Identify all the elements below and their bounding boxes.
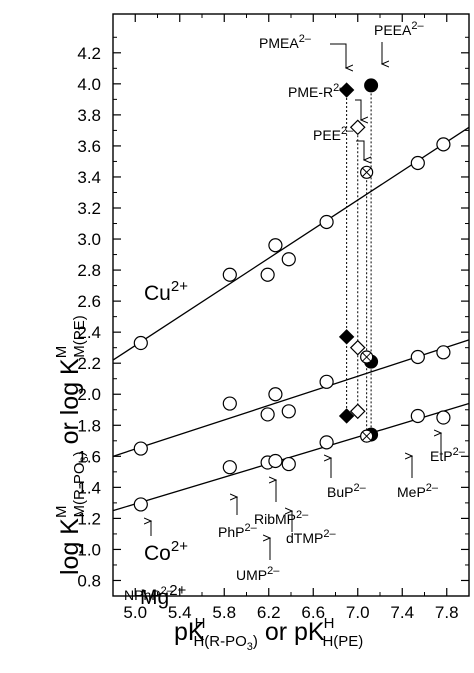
y-tick-label: 1.8 (77, 416, 101, 435)
data-point-mg (222, 460, 237, 475)
y-tick-label: 1.0 (77, 540, 101, 559)
data-points (133, 78, 451, 512)
data-point-cu (410, 155, 425, 171)
data-point-cu (436, 137, 451, 152)
pee-cross-cu (362, 167, 372, 177)
y-tick-label: 2.0 (77, 385, 101, 404)
data-point-mg (319, 435, 334, 450)
y-tick-label: 4.2 (77, 44, 101, 63)
y-tick-label: 0.8 (77, 571, 101, 590)
x-tick-label: 7.8 (435, 603, 459, 622)
data-point-cu (222, 267, 237, 282)
fit-lines (112, 126, 470, 512)
label-nphp: NPhP2– (124, 585, 174, 603)
x-tick-label: 5.0 (123, 603, 147, 622)
y-tick-label: 3.8 (77, 106, 101, 125)
label-pmea: PMEA2– (259, 33, 312, 51)
y-tick-label: 3.0 (77, 230, 101, 249)
data-point-co (319, 374, 334, 389)
data-point-co (260, 407, 275, 422)
pme-r-point-mg (349, 403, 366, 420)
data-point-mg (133, 497, 148, 512)
data-point-co (222, 396, 237, 411)
label-bup: BuP2– (327, 482, 367, 500)
y-tick-label: 4.0 (77, 75, 101, 94)
series-label-co: Co2+ (144, 538, 188, 565)
peea-point-cu (364, 78, 379, 93)
series-label-cu: Cu2+ (144, 278, 188, 305)
y-tick-label: 1.4 (77, 478, 101, 497)
fit-line-cu (112, 126, 470, 361)
label-ump: UMP2– (236, 565, 280, 583)
pee-cross-co (362, 352, 372, 362)
x-axis-ticks: 5.0 5.4 5.8 6.2 6.6 7.0 7.4 7.8 (112, 14, 459, 622)
y-tick-label: 1.2 (77, 509, 101, 528)
data-point-co (281, 404, 296, 419)
pmea-point-mg (338, 408, 355, 424)
data-point-co (268, 387, 283, 402)
data-point-mg (281, 456, 296, 472)
label-pme-r: PME-R2– (288, 82, 346, 100)
data-point-co (410, 349, 425, 365)
pme-r-point-co (349, 339, 366, 356)
x-tick-label: 7.4 (390, 603, 414, 622)
data-point-cu (281, 252, 296, 267)
x-tick-label: 6.2 (257, 603, 281, 622)
fit-line-co (112, 339, 470, 457)
y-tick-label: 2.6 (77, 292, 101, 311)
pme-r-point-cu (349, 119, 366, 136)
y-tick-label: 2.8 (77, 261, 101, 280)
y-tick-label: 3.6 (77, 137, 101, 156)
y-tick-label: 2.4 (77, 323, 101, 342)
data-point-cu (133, 335, 148, 351)
label-ribmp: RibMP2– (254, 509, 309, 527)
data-point-mg (436, 410, 451, 425)
fit-line-mg (112, 402, 470, 512)
plot-frame (112, 13, 470, 597)
data-point-cu (260, 267, 275, 282)
y-axis-ticks: 0.8 1.0 1.2 1.4 1.6 1.8 2.0 2.2 2.4 2.6 2.8 3.0 3.2 3… (77, 36, 469, 590)
label-etp: EtP2– (430, 446, 466, 464)
data-point-mg (410, 408, 425, 424)
data-point-co (133, 441, 148, 456)
data-point-mg (268, 453, 283, 469)
y-axis-label: log KMM(R-PO3) or log KMM(PE) (53, 315, 91, 575)
y-tick-label: 2.2 (77, 354, 101, 373)
data-point-co (436, 345, 451, 360)
label-mep: MeP2– (397, 482, 439, 500)
x-tick-label: 7.0 (346, 603, 370, 622)
pee-cross-mg (362, 431, 372, 441)
label-dtmp: dTMP2– (286, 528, 336, 546)
label-arrows-bottom (151, 433, 441, 560)
y-tick-label: 3.2 (77, 199, 101, 218)
pmea-point-co (338, 329, 355, 345)
x-tick-label: 5.4 (168, 603, 192, 622)
y-tick-label: 1.6 (77, 447, 101, 466)
x-tick-label: 5.8 (212, 603, 236, 622)
data-point-cu (268, 238, 283, 253)
label-pee: PEE2– (313, 125, 354, 143)
guide-lines (346, 85, 372, 437)
label-arrows-top (330, 42, 382, 160)
x-tick-label: 6.6 (301, 603, 325, 622)
pmea-point-cu (338, 82, 355, 98)
label-php: PhP2– (218, 522, 258, 540)
label-peea: PEEA2– (374, 20, 424, 38)
x-axis-label: pKH H(R-PO3) or pKH H(PE) (174, 615, 363, 653)
series-label-mg: Mg2+ (140, 582, 187, 609)
y-tick-label: 3.4 (77, 168, 101, 187)
data-point-cu (319, 214, 334, 230)
